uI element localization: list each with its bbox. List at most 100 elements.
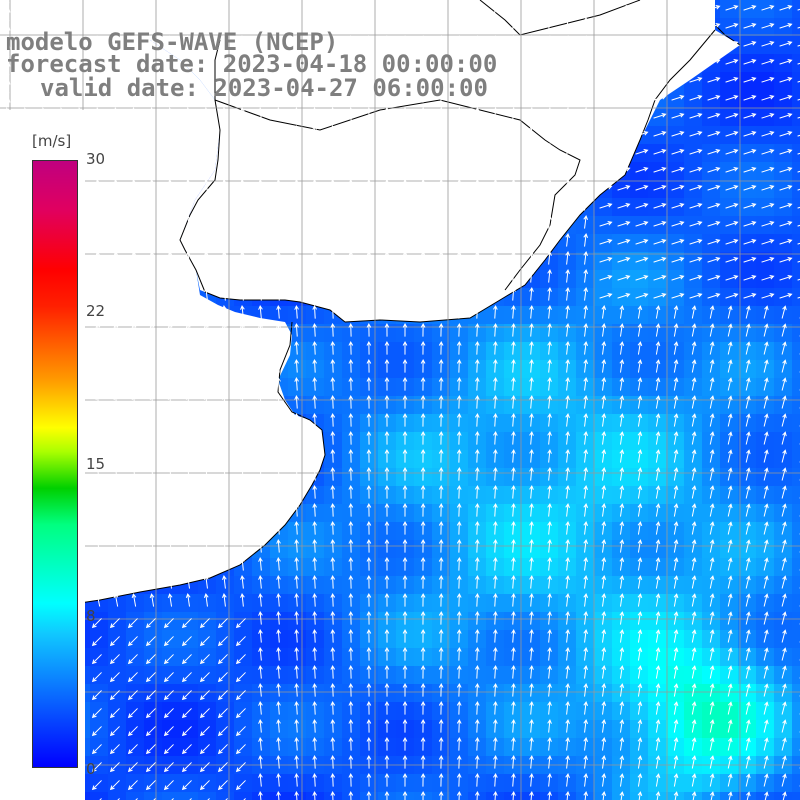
wind-arrow [764,791,769,800]
wind-arrow [709,467,715,481]
wind-arrow [565,737,570,751]
wind-arrow [95,557,101,571]
wind-arrow [240,53,245,67]
wind-arrow [456,700,462,715]
wind-arrow [529,610,534,625]
wind-arrow [402,268,408,283]
wind-arrow [258,107,263,121]
wind-arrow [109,618,120,629]
wind-arrow [330,322,336,337]
wind-arrow [348,178,354,193]
wind-arrow [330,70,336,85]
wind-arrow [474,448,480,463]
wind-arrow [456,538,462,553]
wind-arrow [653,202,667,209]
wind-arrow [366,736,372,751]
wind-arrow [637,719,643,733]
wind-arrow [330,196,336,211]
wind-arrow [131,143,137,157]
wind-arrow [547,503,552,517]
wind-arrow [655,755,661,769]
wind-arrow [529,232,534,247]
wind-speed-cell [756,792,774,800]
wind-arrow [402,718,408,733]
wind-arrow [221,71,227,85]
wind-arrow [366,0,372,13]
wind-arrow [743,22,757,29]
wind-arrow [167,287,173,301]
wind-arrow [601,341,607,355]
wind-arrow [330,268,336,283]
wind-arrow [59,71,65,85]
wind-arrow [312,376,318,391]
wind-arrow [601,719,607,733]
wind-arrow [511,772,516,787]
wind-arrow [348,322,354,337]
wind-arrow [547,197,552,211]
wind-arrow [203,359,209,373]
wind-arrow [203,413,209,427]
wind-arrow [330,142,336,157]
wind-arrow [113,305,119,319]
wind-arrow [348,340,354,355]
wind-arrow [779,292,793,299]
wind-arrow [601,305,607,319]
wind-arrow [565,413,570,427]
wind-arrow [276,700,281,715]
wind-arrow [637,449,643,463]
wind-arrow [366,646,372,661]
wind-arrow [583,431,589,445]
wind-arrow [763,665,769,679]
wind-arrow [743,166,757,173]
wind-arrow [59,17,65,31]
wind-arrow [185,431,191,445]
wind-arrow [240,215,245,229]
wind-arrow [689,256,703,263]
wind-arrow [163,636,174,647]
wind-arrow [438,484,444,499]
wind-arrow [167,71,173,85]
wind-arrow [348,628,354,643]
wind-arrow [366,250,372,265]
wind-arrow [258,52,263,67]
wind-arrow [529,142,534,157]
wind-arrow [203,395,209,409]
wind-arrow [655,449,661,463]
wind-arrow [761,58,775,65]
wind-arrow [185,269,191,283]
wind-arrow [113,467,119,481]
wind-arrow [456,52,462,67]
wind-arrow [529,718,534,733]
wind-arrow [619,575,625,589]
wind-arrow [109,690,120,701]
wind-arrow [384,484,390,499]
wind-arrow [221,107,227,121]
wind-arrow [91,636,102,647]
colorbar-unit: [m/s] [32,132,72,150]
wind-arrow [77,53,83,67]
wind-arrow [149,251,155,265]
wind-arrow [348,268,354,283]
wind-arrow [725,166,739,173]
wind-arrow [384,394,390,409]
wind-arrow [384,286,390,301]
wind-arrow [438,376,444,391]
wind-arrow [185,179,191,193]
wind-arrow [203,0,209,13]
wind-arrow [456,754,462,769]
wind-arrow [348,520,354,535]
wind-arrow [276,106,281,121]
wind-arrow [653,292,667,299]
wind-arrow [167,0,173,13]
wind-arrow [601,359,607,373]
wind-arrow [203,233,209,247]
wind-arrow [529,0,534,13]
wind-arrow [276,16,281,31]
wind-arrow [258,179,263,193]
wind-arrow [743,58,757,65]
wind-arrow [240,449,245,463]
wind-arrow [691,665,697,679]
wind-speed-cell [792,306,800,324]
wind-arrow [348,88,354,103]
wind-arrow [743,94,757,101]
